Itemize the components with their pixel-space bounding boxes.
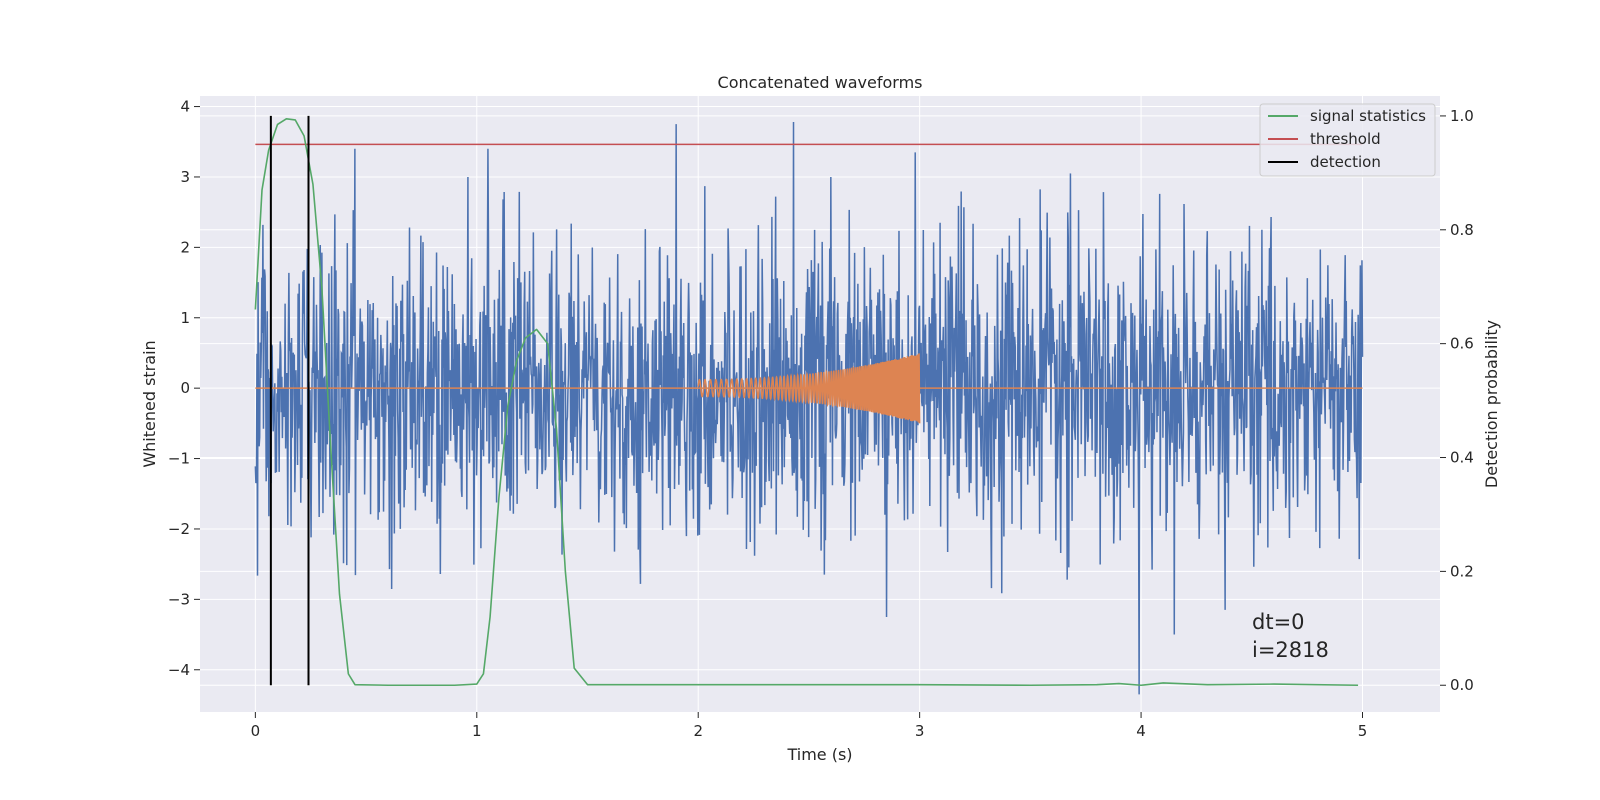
y-tick-label: 1 <box>180 309 190 327</box>
x-tick-label: 3 <box>915 722 925 740</box>
axes-ticks: 0 1 2 3 4 5 −4 −3 −2 −1 0 1 2 3 4 0.0 0.2 0.4 0.6 0.8 1.0 <box>168 98 1474 740</box>
y-tick-label: 0 <box>180 379 190 397</box>
y-tick-label: 4 <box>180 98 190 116</box>
legend-label: threshold <box>1310 130 1381 148</box>
x-tick-label: 4 <box>1136 722 1146 740</box>
chart-title: Concatenated waveforms <box>718 73 923 92</box>
annotation-box: dt=0 i=2818 <box>1252 610 1329 662</box>
y-tick-label: −3 <box>168 590 190 608</box>
y-right-tick-label: 1.0 <box>1450 107 1474 125</box>
y-tick-label: −1 <box>168 450 190 468</box>
y-right-tick-label: 0.8 <box>1450 221 1474 239</box>
y-right-tick-label: 0.4 <box>1450 449 1474 467</box>
strain-noise-line <box>254 122 1364 695</box>
x-tick-label: 2 <box>693 722 703 740</box>
y-right-tick-label: 0.6 <box>1450 335 1474 353</box>
y-tick-label: 3 <box>180 168 190 186</box>
x-axis-label: Time (s) <box>786 745 852 764</box>
signal-statistics-line <box>254 117 1359 687</box>
y-tick-label: −2 <box>168 520 190 538</box>
chirp-line <box>697 353 921 424</box>
x-tick-label: 5 <box>1358 722 1368 740</box>
y-axis-right-label: Detection probability <box>1482 320 1501 488</box>
plot-lines <box>254 115 1364 695</box>
y-right-tick-label: 0.2 <box>1450 562 1474 580</box>
legend-label: signal statistics <box>1310 107 1426 125</box>
y-right-tick-label: 0.0 <box>1450 676 1474 694</box>
annotation-dt: dt=0 <box>1252 610 1305 634</box>
legend: signal statistics threshold detection <box>1259 103 1436 177</box>
legend-frame <box>1259 103 1436 177</box>
y-axis-label: Whitened strain <box>140 340 159 467</box>
y-tick-label: 2 <box>180 238 190 256</box>
legend-label: detection <box>1310 153 1381 171</box>
y-tick-label: −4 <box>168 661 190 679</box>
x-tick-label: 0 <box>251 722 261 740</box>
annotation-i: i=2818 <box>1252 638 1329 662</box>
x-tick-label: 1 <box>472 722 482 740</box>
